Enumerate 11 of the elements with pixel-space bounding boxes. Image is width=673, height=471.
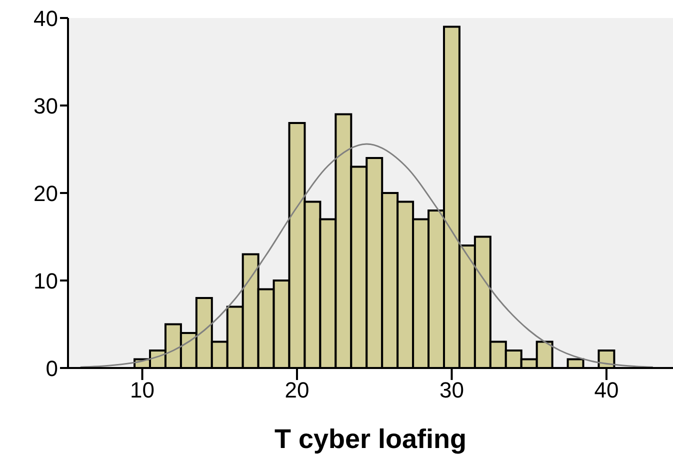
x-axis-title: T cyber loafing [274, 424, 467, 454]
x-tick-label: 10 [130, 378, 155, 403]
x-tick-label: 40 [594, 378, 619, 403]
y-tick-label: 10 [34, 268, 58, 294]
y-tick-label: 30 [34, 93, 58, 118]
x-tick-label: 20 [284, 378, 310, 403]
x-tick-label: 30 [439, 378, 464, 403]
y-tick-label: 20 [34, 180, 58, 206]
y-tick-label: 40 [34, 6, 58, 31]
line-series [80, 143, 654, 368]
y-tick-label: 0 [46, 356, 58, 381]
